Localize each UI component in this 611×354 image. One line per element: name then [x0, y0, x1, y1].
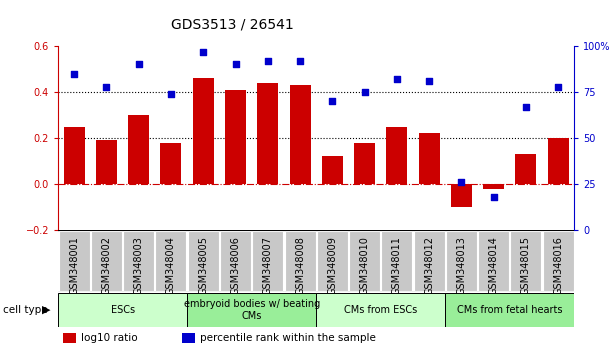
Point: [489, 194, 499, 200]
Bar: [161, 143, 181, 184]
Text: GSM348004: GSM348004: [166, 236, 176, 295]
Bar: [354, 143, 375, 184]
Point: [263, 58, 273, 64]
Text: GSM348001: GSM348001: [69, 236, 79, 295]
FancyBboxPatch shape: [91, 232, 122, 291]
Text: GSM348011: GSM348011: [392, 236, 402, 295]
Point: [134, 62, 144, 67]
Bar: [386, 126, 408, 184]
FancyBboxPatch shape: [510, 232, 541, 291]
Point: [424, 78, 434, 84]
Text: GSM348013: GSM348013: [456, 236, 466, 295]
Point: [199, 49, 208, 55]
Point: [521, 104, 531, 110]
Point: [166, 91, 176, 97]
Point: [101, 84, 111, 89]
FancyBboxPatch shape: [220, 232, 251, 291]
Bar: [63, 333, 76, 343]
Text: GSM348012: GSM348012: [424, 236, 434, 295]
FancyBboxPatch shape: [188, 232, 219, 291]
Point: [69, 71, 79, 76]
Text: log10 ratio: log10 ratio: [81, 333, 138, 343]
Text: GSM348015: GSM348015: [521, 236, 531, 295]
FancyBboxPatch shape: [252, 232, 284, 291]
FancyBboxPatch shape: [414, 232, 445, 291]
Text: GSM348016: GSM348016: [553, 236, 563, 295]
Bar: [547, 138, 569, 184]
Point: [392, 76, 402, 82]
Text: embryoid bodies w/ beating
CMs: embryoid bodies w/ beating CMs: [183, 299, 320, 321]
FancyBboxPatch shape: [155, 232, 186, 291]
Text: ESCs: ESCs: [111, 305, 134, 315]
Point: [360, 89, 370, 95]
Point: [554, 84, 563, 89]
Bar: [182, 333, 195, 343]
Text: GSM348010: GSM348010: [360, 236, 370, 295]
FancyBboxPatch shape: [187, 293, 316, 327]
Point: [456, 179, 466, 185]
Bar: [483, 184, 504, 189]
Text: GDS3513 / 26541: GDS3513 / 26541: [171, 18, 293, 32]
FancyBboxPatch shape: [317, 232, 348, 291]
Text: GSM348009: GSM348009: [327, 236, 337, 295]
Text: percentile rank within the sample: percentile rank within the sample: [200, 333, 376, 343]
FancyBboxPatch shape: [123, 232, 154, 291]
FancyBboxPatch shape: [478, 232, 509, 291]
Text: CMs from fetal hearts: CMs from fetal hearts: [457, 305, 563, 315]
Bar: [322, 156, 343, 184]
Bar: [257, 83, 278, 184]
Bar: [96, 140, 117, 184]
FancyBboxPatch shape: [316, 293, 445, 327]
Bar: [128, 115, 149, 184]
Text: GSM348003: GSM348003: [134, 236, 144, 295]
Bar: [516, 154, 536, 184]
Bar: [225, 90, 246, 184]
FancyBboxPatch shape: [543, 232, 574, 291]
Text: CMs from ESCs: CMs from ESCs: [344, 305, 417, 315]
Text: GSM348006: GSM348006: [230, 236, 241, 295]
Bar: [451, 184, 472, 207]
Bar: [64, 126, 85, 184]
FancyBboxPatch shape: [445, 293, 574, 327]
FancyBboxPatch shape: [349, 232, 380, 291]
FancyBboxPatch shape: [381, 232, 412, 291]
FancyBboxPatch shape: [285, 232, 315, 291]
Text: GSM348002: GSM348002: [101, 236, 111, 295]
Point: [230, 62, 240, 67]
Bar: [192, 78, 214, 184]
Bar: [419, 133, 440, 184]
Bar: [290, 85, 310, 184]
Text: cell type: cell type: [3, 305, 48, 315]
Text: GSM348007: GSM348007: [263, 236, 273, 295]
Text: GSM348005: GSM348005: [198, 236, 208, 295]
FancyBboxPatch shape: [446, 232, 477, 291]
Text: ▶: ▶: [42, 305, 50, 315]
FancyBboxPatch shape: [58, 293, 187, 327]
Text: GSM348008: GSM348008: [295, 236, 305, 295]
FancyBboxPatch shape: [59, 232, 90, 291]
Point: [327, 98, 337, 104]
Text: GSM348014: GSM348014: [489, 236, 499, 295]
Point: [295, 58, 305, 64]
